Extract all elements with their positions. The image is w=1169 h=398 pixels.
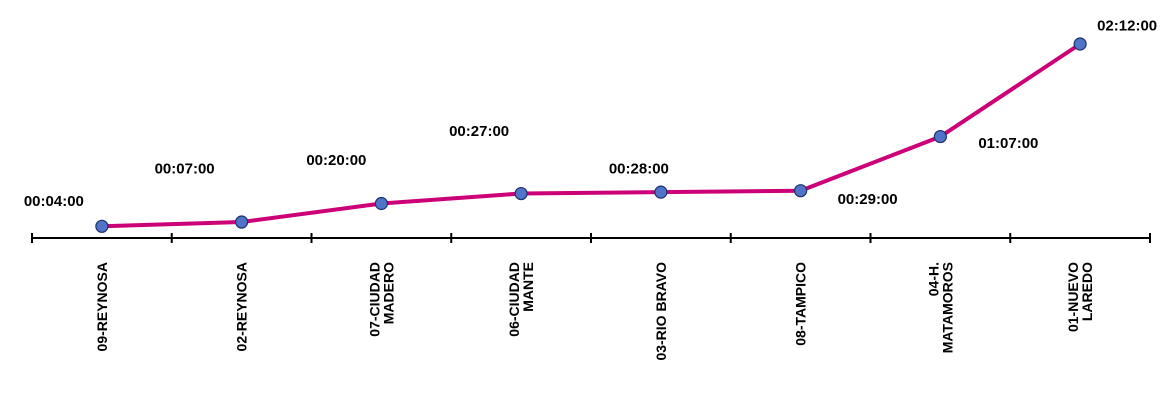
- x-tick-label: 09-REYNOSA: [94, 262, 110, 351]
- x-tick-label-line: 03-RIO BRAVO: [653, 262, 669, 361]
- x-tick-label-line: MATAMOROS: [939, 262, 955, 353]
- x-tick-label: 08-TAMPICO: [793, 262, 809, 346]
- x-axis: [31, 233, 1151, 243]
- x-tick-label-line: 04-H.: [925, 262, 941, 296]
- x-tick-label-line: 01-NUEVO: [1065, 262, 1081, 332]
- data-label: 00:20:00: [306, 152, 366, 169]
- x-tick-label: 02-REYNOSA: [234, 262, 250, 351]
- series-line: [101, 42, 1082, 229]
- data-point-marker: [95, 219, 109, 233]
- x-tick-label-line: 06-CIUDAD: [506, 262, 522, 337]
- data-label: 02:12:00: [1097, 18, 1157, 35]
- x-tick-label: 04-H.MATAMOROS: [925, 262, 955, 353]
- data-label: 01:07:00: [978, 135, 1038, 152]
- marker-layer: [95, 37, 1087, 233]
- x-tick-label-line: MANTE: [520, 262, 536, 312]
- x-tick-label-line: 08-TAMPICO: [793, 262, 809, 346]
- data-label: 00:29:00: [838, 191, 898, 208]
- data-label: 00:28:00: [609, 161, 669, 178]
- data-point-marker: [933, 129, 947, 144]
- series-line-layer: [101, 42, 1082, 229]
- x-tick-label-line: LAREDO: [1079, 262, 1095, 321]
- data-label: 00:27:00: [449, 123, 509, 140]
- data-point-marker: [235, 215, 249, 229]
- data-point-marker: [514, 186, 528, 201]
- x-tick-label-line: 07-CIUDAD: [366, 262, 382, 337]
- data-point-marker: [794, 184, 808, 198]
- data-label-layer: 00:04:00 00:07:00 00:20:00 00:27:00 00:28:00…: [24, 18, 1157, 210]
- x-tick-label: 03-RIO BRAVO: [653, 262, 669, 361]
- data-label: 00:04:00: [24, 193, 84, 210]
- data-point-marker: [1073, 37, 1087, 51]
- x-tick-label-line: 09-REYNOSA: [94, 262, 110, 351]
- data-label: 00:07:00: [155, 161, 215, 178]
- x-tick-label-line: 02-REYNOSA: [234, 262, 250, 351]
- x-tick-label-line: MADERO: [380, 262, 396, 324]
- data-point-marker: [374, 196, 388, 211]
- data-point-marker: [654, 185, 668, 199]
